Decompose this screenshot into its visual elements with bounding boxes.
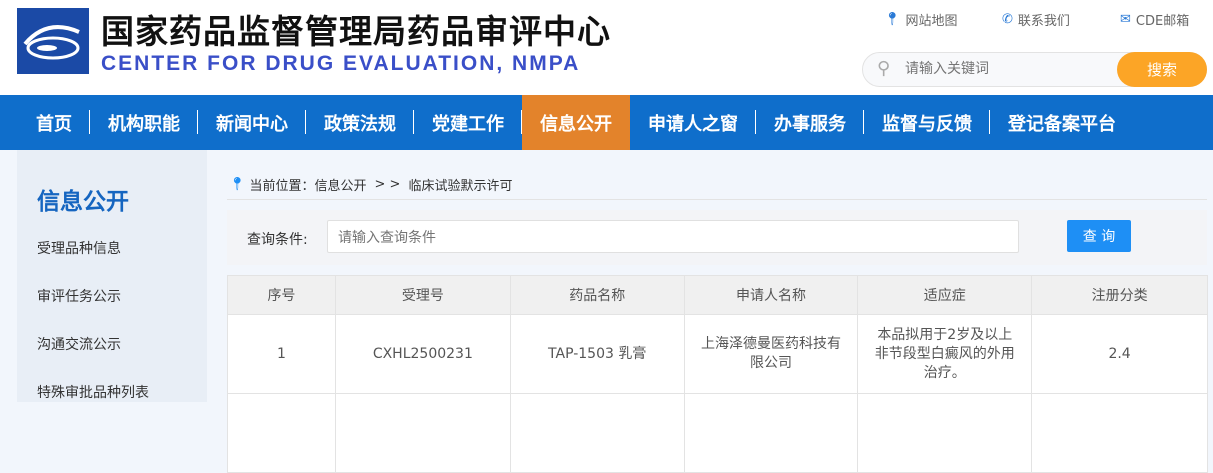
sitemap-link[interactable]: 📍︎ 网站地图 [884,10,958,29]
cell-index: 1 [227,314,336,394]
table-header: 序号 受理号 药品名称 申请人名称 适应症 注册分类 [227,275,1208,315]
col-drug-name: 药品名称 [509,275,685,315]
sidebar: 信息公开 受理品种信息 审评任务公示 沟通交流公示 特殊审批品种列表 [17,150,207,402]
query-input[interactable] [327,220,1019,253]
contact-link[interactable]: ✆ 联系我们 [1002,10,1070,29]
breadcrumb-prefix[interactable]: 当前位置：信息公开 [249,179,367,194]
cell-category: 2.4 [1031,314,1208,394]
query-button[interactable]: 查 询 [1067,220,1131,252]
location-icon: 📍︎ [229,177,246,192]
cell-drug-name: TAP-1503 乳膏 [509,314,685,394]
nav-feedback[interactable]: 监督与反馈 [864,95,990,150]
main-nav: 首页 机构职能 新闻中心 政策法规 党建工作 信息公开 申请人之窗 办事服务 监… [0,95,1213,150]
site-subtitle: CENTER FOR DRUG EVALUATION, NMPA [101,52,581,75]
nav-policy[interactable]: 政策法规 [306,95,414,150]
col-acceptance-no: 受理号 [334,275,511,315]
nav-functions[interactable]: 机构职能 [90,95,198,150]
search-button[interactable]: 搜索 [1117,52,1207,87]
search-input[interactable] [905,60,1105,76]
sidebar-item-accepted[interactable]: 受理品种信息 [37,241,121,257]
sidebar-title: 信息公开 [37,189,129,215]
nav-news[interactable]: 新闻中心 [198,95,306,150]
query-label: 查询条件: [247,232,308,248]
sidebar-item-review-tasks[interactable]: 审评任务公示 [37,289,121,305]
header: 国家药品监督管理局药品审评中心 CENTER FOR DRUG EVALUATI… [0,0,1213,95]
site-search: ⚲ 搜索 [862,52,1207,87]
site-title: 国家药品监督管理局药品审评中心 [101,12,611,51]
nav-services[interactable]: 办事服务 [756,95,864,150]
divider [227,199,1207,200]
breadcrumb-sep: > > [374,177,401,192]
sidebar-item-special[interactable]: 特殊审批品种列表 [37,385,149,401]
nav-registration[interactable]: 登记备案平台 [1008,113,1116,135]
link-label: 联系我们 [1017,14,1070,29]
breadcrumb-current: 临床试验默示许可 [408,179,513,194]
mail-icon: ✉ [1120,12,1131,27]
breadcrumb: 📍︎ 当前位置：信息公开 > > 临床试验默示许可 [229,175,512,194]
col-category: 注册分类 [1031,275,1208,315]
table-row[interactable] [227,393,1208,473]
cell-acceptance-no: CXHL2500231 [334,314,511,394]
link-label: CDE邮箱 [1135,14,1190,29]
sidebar-item-communication[interactable]: 沟通交流公示 [37,337,121,353]
col-index: 序号 [227,275,336,315]
query-bar: 查询条件: 查 询 [227,210,1207,265]
nav-home[interactable]: 首页 [18,95,90,150]
cde-logo[interactable] [17,8,89,74]
nav-info[interactable]: 信息公开 [522,95,630,150]
map-pin-icon: 📍︎ [884,12,901,27]
phone-icon: ✆ [1002,12,1013,27]
nav-party[interactable]: 党建工作 [414,95,522,150]
search-icon: ⚲ [877,58,891,79]
cell-applicant: 上海泽德曼医药科技有限公司 [683,314,859,394]
col-applicant: 申请人名称 [683,275,859,315]
cell-indication: 本品拟用于2岁及以上非节段型白癜风的外用治疗。 [857,314,1033,394]
mail-link[interactable]: ✉ CDE邮箱 [1120,10,1189,29]
table-row[interactable]: 1 CXHL2500231 TAP-1503 乳膏 上海泽德曼医药科技有限公司 … [227,314,1208,394]
nav-applicant[interactable]: 申请人之窗 [630,95,756,150]
link-label: 网站地图 [905,14,958,29]
results-table: 序号 受理号 药品名称 申请人名称 适应症 注册分类 1 CXHL2500231… [227,275,1208,473]
col-indication: 适应症 [857,275,1033,315]
